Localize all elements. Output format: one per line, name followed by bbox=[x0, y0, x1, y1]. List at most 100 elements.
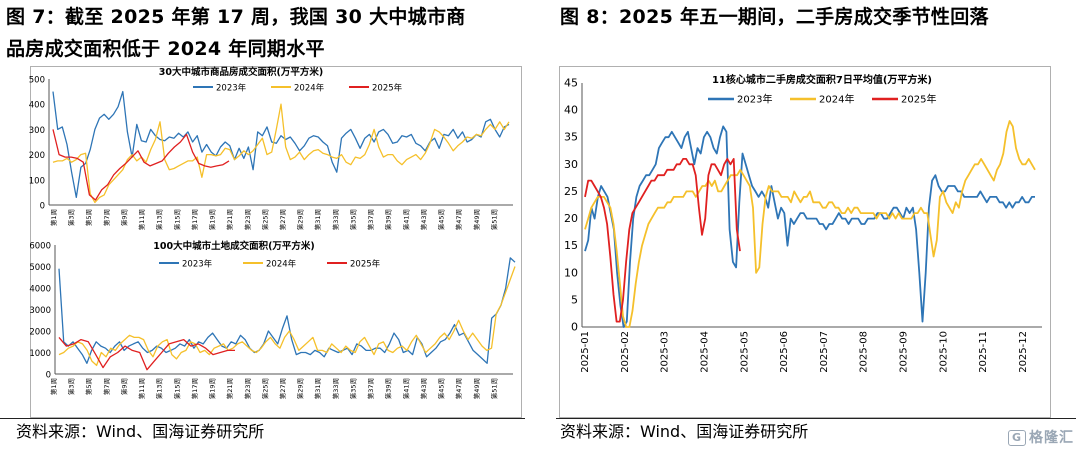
chart-30-cities-series-line-2023年 bbox=[52, 90, 510, 199]
chart-100-cities-land-xtick-label: 第9周 bbox=[119, 378, 128, 395]
chart-30-cities-xtick-label: 第3周 bbox=[67, 209, 76, 226]
chart-30-cities-xtick-label: 第11周 bbox=[137, 209, 146, 230]
chart-30-cities-xtick-label: 第45周 bbox=[437, 209, 446, 230]
chart-100-cities-land-ytick-label: 4000 bbox=[29, 285, 51, 295]
chart-30-cities-xtick-label: 第21周 bbox=[225, 209, 234, 230]
chart-30-cities-xtick-label: 第41周 bbox=[401, 209, 410, 230]
chart-30-cities-title: 30大中城市商品房成交面积(万平方米) bbox=[159, 66, 323, 78]
chart-30-cities-xtick-label: 第9周 bbox=[119, 209, 128, 226]
chart-30-cities-xtick-label: 第39周 bbox=[384, 209, 393, 230]
chart-11-cities-second-hand-series-line-2025年 bbox=[584, 158, 741, 323]
chart-100-cities-land-xtick-label: 第23周 bbox=[243, 378, 252, 399]
chart-30-cities-xtick-label: 第35周 bbox=[348, 209, 357, 230]
chart-100-cities-land-xtick-label: 第51周 bbox=[489, 378, 498, 399]
chart-100-cities-land-ytick-label: 0 bbox=[46, 371, 51, 381]
chart-11-cities-second-hand-series-line-2023年 bbox=[584, 125, 1035, 328]
chart-30-cities-xtick-label: 第13周 bbox=[155, 209, 164, 230]
right-figure-title: 图 8：2025 年五一期间，二手房成交季节性回落 bbox=[560, 6, 989, 28]
chart-11-cities-second-hand-xtick-label: 2025-06 bbox=[779, 331, 790, 373]
chart-100-cities-land-xtick-label: 第39周 bbox=[384, 378, 393, 399]
chart-100-cities-land-ytick-label: 5000 bbox=[29, 263, 51, 273]
chart-100-cities-land-series-line-2023年 bbox=[58, 257, 516, 364]
chart-100-cities-land-xtick-label: 第5周 bbox=[84, 378, 93, 395]
chart-11-cities-second-hand-legend-label: 2023年 bbox=[737, 93, 772, 106]
left-source-note: 资料来源：Wind、国海证券研究所 bbox=[16, 422, 265, 441]
chart-30-cities-xtick-label: 第29周 bbox=[296, 209, 305, 230]
chart-30-cities-xtick-label: 第43周 bbox=[419, 209, 428, 230]
chart-30-cities-xtick-label: 第31周 bbox=[313, 209, 322, 230]
watermark-logo: G 格隆汇 bbox=[1007, 427, 1074, 447]
chart-11-cities-second-hand-ytick-label: 25 bbox=[564, 185, 578, 198]
chart-11-cities-second-hand-xtick-label: 2025-04 bbox=[699, 331, 710, 373]
chart-30-cities-legend-label: 2025年 bbox=[372, 83, 403, 94]
chart-30-cities-legend-label: 2023年 bbox=[216, 83, 247, 94]
chart-30-cities-xtick-label: 第33周 bbox=[331, 209, 340, 230]
chart-100-cities-land-xtick-label: 第19周 bbox=[208, 378, 217, 399]
chart-11-cities-second-hand-xtick-label: 2025-10 bbox=[938, 331, 949, 373]
chart-30-cities-xtick-label: 第49周 bbox=[472, 209, 481, 230]
chart-11-cities-second-hand-xtick-label: 2025-12 bbox=[1018, 331, 1029, 373]
right-chart-svg: 11核心城市二手房成交面积7日平均值(万平方米) 0 5 10 15 20 25 30 35 40… bbox=[564, 73, 1042, 373]
chart-30-cities-xtick-label: 第23周 bbox=[243, 209, 252, 230]
chart-30-cities-series-line-2025年 bbox=[52, 129, 230, 201]
left-figure-title-line1: 图 7：截至 2025 年第 17 周，我国 30 大中城市商 bbox=[6, 6, 466, 28]
right-bottom-rule bbox=[556, 418, 1076, 419]
chart-30-cities-ytick-label: 400 bbox=[29, 101, 45, 111]
chart-100-cities-land-xtick-label: 第37周 bbox=[366, 378, 375, 399]
chart-100-cities-land-title: 100大中城市土地成交面积(万平方米) bbox=[153, 240, 315, 252]
chart-30-cities-ytick-label: 300 bbox=[29, 126, 45, 136]
chart-11-cities-second-hand-xtick-label: 2025-08 bbox=[859, 331, 870, 373]
chart-11-cities-second-hand-ytick-label: 35 bbox=[564, 131, 578, 144]
chart-30-cities-xtick-label: 第17周 bbox=[190, 209, 199, 230]
chart-30-cities-ytick-label: 500 bbox=[29, 76, 45, 86]
chart-100-cities-land-xtick-label: 第17周 bbox=[190, 378, 199, 399]
chart-11-cities-second-hand-ytick-label: 10 bbox=[564, 266, 578, 279]
chart-30-cities-xtick-label: 第37周 bbox=[366, 209, 375, 230]
chart-30-cities-xtick-label: 第15周 bbox=[172, 209, 181, 230]
chart-100-cities-land-xtick-label: 第29周 bbox=[296, 378, 305, 399]
chart-100-cities-land-xtick-label: 第41周 bbox=[401, 378, 410, 399]
chart-100-cities-land-xtick-label: 第11周 bbox=[137, 378, 146, 399]
chart-30-cities-xtick-label: 第7周 bbox=[102, 209, 111, 226]
chart-100-cities-land-series-line-2024年 bbox=[58, 266, 516, 367]
chart-100-cities-land-legend-label: 2023年 bbox=[182, 259, 213, 270]
chart-30-cities-ytick-label: 0 bbox=[40, 202, 45, 212]
right-chart-panel: 11核心城市二手房成交面积7日平均值(万平方米) 0 5 10 15 20 25 30 35 40… bbox=[559, 66, 1051, 418]
chart-11-cities-second-hand-ytick-label: 30 bbox=[564, 158, 578, 171]
watermark-logo-icon: G bbox=[1007, 430, 1026, 446]
chart-30-cities-xtick-label: 第19周 bbox=[208, 209, 217, 230]
chart-100-cities-land-xtick-label: 第47周 bbox=[454, 378, 463, 399]
chart-30-cities-series-line-2024年 bbox=[52, 103, 510, 204]
chart-100-cities-land-legend-label: 2024年 bbox=[266, 259, 297, 270]
chart-30-cities-ytick-label: 100 bbox=[29, 176, 45, 186]
left-figure-title-line2: 品房成交面积低于 2024 年同期水平 bbox=[6, 38, 325, 60]
chart-11-cities-second-hand-title: 11核心城市二手房成交面积7日平均值(万平方米) bbox=[712, 73, 932, 86]
chart-11-cities-second-hand-ytick-label: 15 bbox=[564, 239, 578, 252]
chart-11-cities-second-hand-ytick-label: 20 bbox=[564, 212, 578, 225]
chart-11-cities-second-hand-xtick-label: 2025-03 bbox=[660, 331, 671, 373]
chart-11-cities-second-hand-legend-label: 2025年 bbox=[901, 93, 936, 106]
chart-11-cities-second-hand-xtick-label: 2025-07 bbox=[819, 331, 830, 373]
chart-100-cities-land-xtick-label: 第43周 bbox=[419, 378, 428, 399]
chart-100-cities-land-ytick-label: 1000 bbox=[29, 349, 51, 359]
chart-11-cities-second-hand-ytick-label: 0 bbox=[571, 321, 578, 334]
watermark-text: 格隆汇 bbox=[1029, 430, 1074, 446]
left-chart-panel: 30大中城市商品房成交面积(万平方米) 0 100 200 300 400 500 第1周 第3… bbox=[29, 66, 522, 418]
chart-30-cities-xtick-label: 第27周 bbox=[278, 209, 287, 230]
chart-11-cities-second-hand-legend-label: 2024年 bbox=[819, 93, 854, 106]
chart-100-cities-land-xtick-label: 第33周 bbox=[331, 378, 340, 399]
chart-30-cities-xtick-label: 第47周 bbox=[454, 209, 463, 230]
chart-11-cities-second-hand-ytick-label: 40 bbox=[564, 104, 578, 117]
chart-100-cities-land-xtick-label: 第27周 bbox=[278, 378, 287, 399]
chart-100-cities-land-xtick-label: 第7周 bbox=[102, 378, 111, 395]
chart-11-cities-second-hand-xtick-label: 2025-01 bbox=[580, 331, 591, 373]
chart-11-cities-second-hand-xtick-label: 2025-02 bbox=[620, 331, 631, 373]
chart-100-cities-land-series-line-2025年 bbox=[58, 336, 235, 371]
chart-100-cities-land-ytick-label: 6000 bbox=[29, 242, 51, 252]
chart-30-cities-xtick-label: 第5周 bbox=[84, 209, 93, 226]
chart-30-cities-ytick-label: 200 bbox=[29, 151, 45, 161]
chart-11-cities-second-hand-series-line-2024年 bbox=[584, 120, 1036, 328]
chart-100-cities-land-xtick-label: 第15周 bbox=[172, 378, 181, 399]
chart-11-cities-second-hand-xtick-label: 2025-09 bbox=[899, 331, 910, 373]
